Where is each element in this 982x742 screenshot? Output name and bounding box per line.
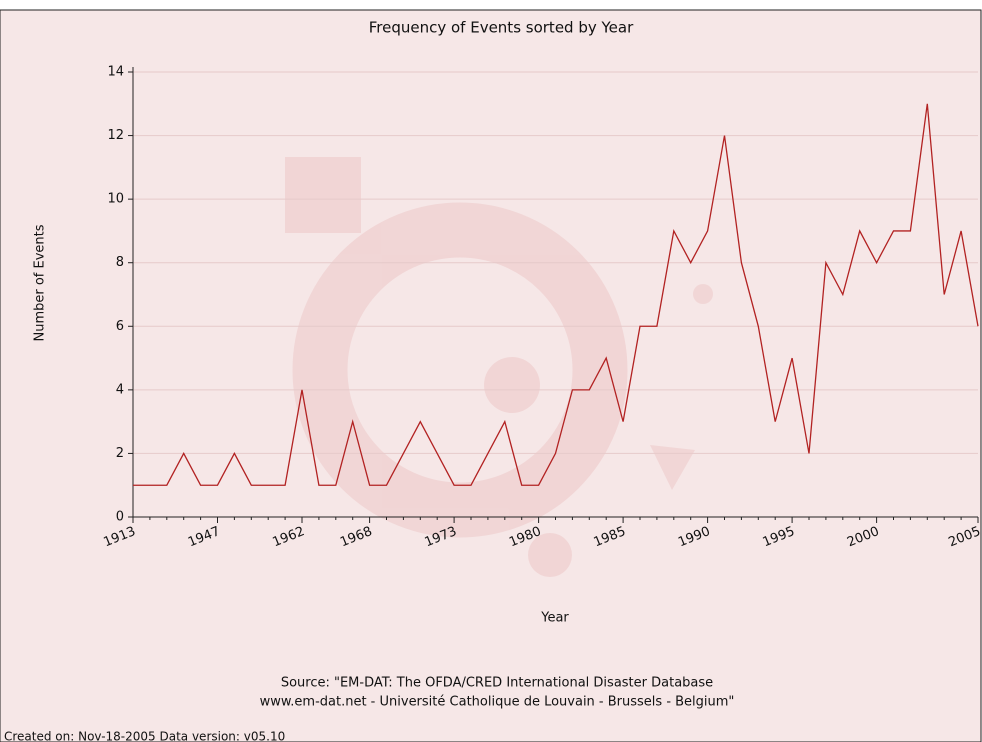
y-tick-label: 12 [107, 128, 124, 143]
source-line: Source: "EM-DAT: The OFDA/CRED Internati… [281, 676, 713, 691]
chart-title: Frequency of Events sorted by Year [369, 19, 634, 37]
y-tick-label: 4 [116, 382, 124, 397]
footer: Created on: Nov-18-2005 Data version: v0… [4, 730, 285, 742]
background [0, 9, 982, 742]
source-line: www.em-dat.net - Université Catholique d… [260, 695, 735, 710]
y-tick-label: 14 [107, 65, 124, 80]
series-line [133, 103, 979, 486]
x-axis-label: Year [540, 611, 569, 626]
y-tick-label: 2 [116, 446, 124, 461]
y-tick-label: 6 [116, 319, 124, 334]
y-tick-label: 0 [116, 510, 124, 525]
y-axis-label: Number of Events [33, 224, 48, 341]
y-tick-label: 8 [116, 255, 124, 270]
y-tick-label: 10 [107, 192, 124, 207]
